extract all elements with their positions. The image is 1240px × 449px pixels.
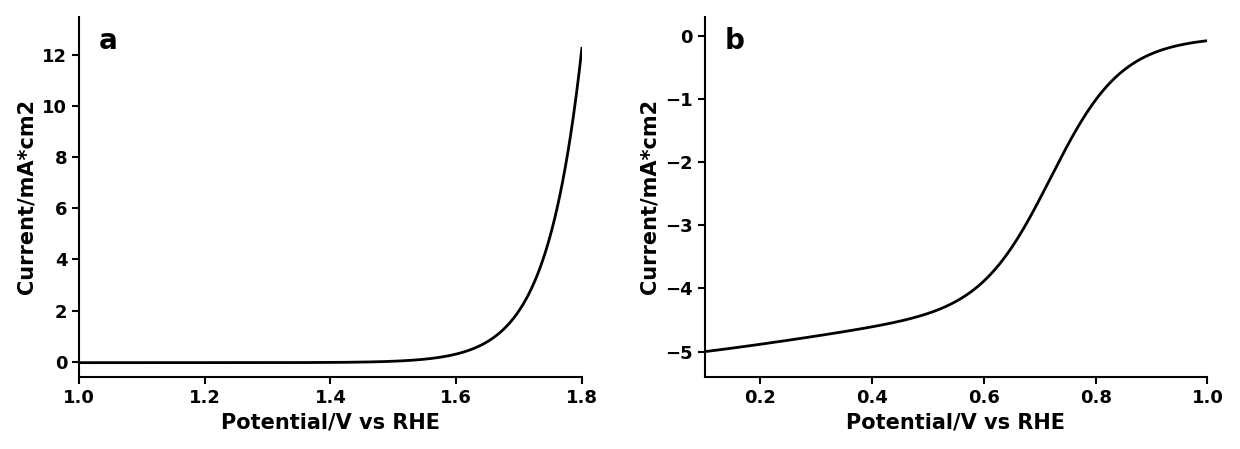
- X-axis label: Potential/V vs RHE: Potential/V vs RHE: [221, 412, 440, 432]
- Y-axis label: Current/mA*cm2: Current/mA*cm2: [16, 99, 37, 295]
- Y-axis label: Current/mA*cm2: Current/mA*cm2: [640, 99, 660, 295]
- X-axis label: Potential/V vs RHE: Potential/V vs RHE: [847, 412, 1065, 432]
- Text: a: a: [99, 27, 118, 56]
- Text: b: b: [724, 27, 744, 56]
